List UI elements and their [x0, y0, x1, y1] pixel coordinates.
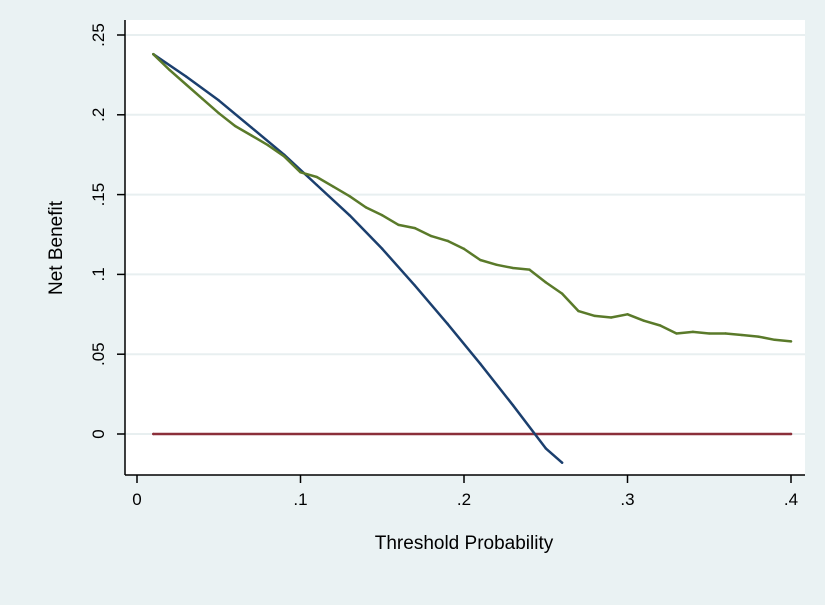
series-1-point: [315, 183, 319, 187]
series-2-point: [789, 432, 793, 436]
series-2-point: [152, 432, 155, 436]
series-0-point: [593, 314, 596, 318]
series-1-point: [250, 126, 253, 129]
series-1-point: [544, 447, 547, 450]
series-0-point: [266, 143, 269, 147]
series-1-point: [413, 284, 417, 287]
series-0-point: [184, 83, 188, 86]
x-tick-label: 0: [132, 490, 141, 509]
series-line-0: [152, 52, 793, 343]
series-0-point: [233, 124, 237, 128]
series-0-point: [348, 194, 351, 198]
series-0-point: [511, 266, 515, 270]
series-0-point: [544, 281, 547, 284]
series-0-point: [168, 68, 171, 72]
series-0-point: [282, 155, 286, 158]
series-0-point: [381, 214, 384, 217]
series-0-point: [708, 332, 711, 335]
plot-area: [125, 20, 805, 475]
series-1-point: [184, 75, 188, 78]
series-0-point: [757, 335, 760, 338]
y-tick-label: .05: [89, 342, 108, 366]
series-0-point: [250, 134, 253, 137]
x-ticks: 0 .1 .2 .3 .4: [132, 475, 798, 509]
series-line-1: [152, 52, 564, 464]
series-0-point: [609, 316, 613, 319]
series-1-point: [217, 99, 220, 102]
series-0-point: [462, 247, 466, 251]
y-tick-label: .2: [89, 108, 108, 122]
series-1-point: [446, 322, 449, 326]
series-1-point: [381, 247, 384, 251]
x-tick-label: .2: [457, 490, 471, 509]
series-0-point: [364, 206, 368, 209]
series-0-point: [430, 234, 433, 238]
series-0-point: [446, 239, 449, 243]
series-0-point: [724, 332, 727, 335]
series-0-point: [315, 175, 319, 179]
y-tick-label: 0: [89, 429, 108, 438]
y-tick-label: .25: [89, 23, 108, 47]
y-ticks: 0 .05 .1 .15 .2 .25: [89, 23, 125, 439]
x-tick-label: .1: [293, 490, 307, 509]
series-0-point: [691, 330, 695, 334]
series-0-point: [479, 258, 482, 262]
series-0-point: [495, 263, 498, 267]
series-0-point: [773, 338, 776, 342]
series-0-point: [528, 268, 531, 271]
series-0-point: [789, 340, 793, 343]
series-0-point: [152, 52, 155, 56]
series-0-point: [626, 313, 629, 316]
series-0-point: [413, 226, 417, 230]
series-0-point: [299, 171, 302, 174]
series-lines: [152, 52, 793, 464]
x-axis-title: Threshold Probability: [375, 533, 554, 554]
series-1-point: [348, 214, 351, 217]
series-1-point: [511, 404, 515, 407]
series-0-point: [642, 319, 646, 322]
series-0-point: [332, 185, 335, 188]
series-1-point: [479, 362, 482, 365]
series-1-point: [560, 461, 564, 464]
series-0-point: [740, 333, 744, 337]
y-tick-label: .1: [89, 267, 108, 281]
series-0-point: [560, 292, 564, 295]
x-tick-label: .3: [620, 490, 634, 509]
series-0-point: [397, 223, 400, 227]
y-tick-label: .15: [89, 183, 108, 207]
series-0-point: [675, 332, 678, 335]
series-0-point: [201, 97, 204, 101]
y-axis-title: Net Benefit: [46, 200, 67, 295]
series-0-point: [577, 309, 580, 313]
series-0-point: [659, 324, 662, 327]
x-tick-label: .4: [784, 490, 798, 509]
series-0-point: [217, 112, 220, 115]
